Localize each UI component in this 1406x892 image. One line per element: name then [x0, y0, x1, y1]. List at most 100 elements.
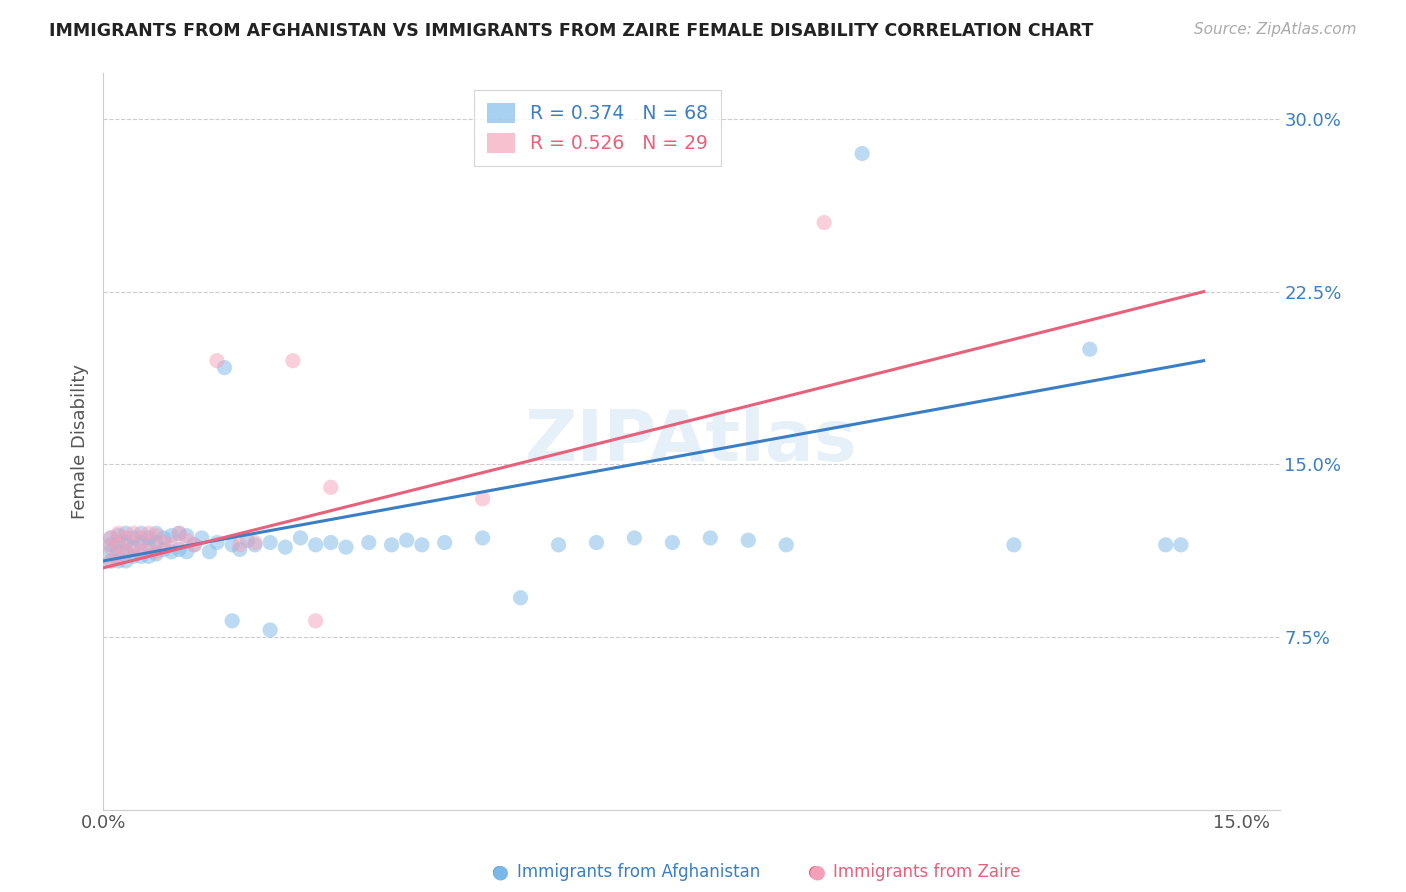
- Point: [107, 528, 129, 542]
- Point: [160, 528, 183, 542]
- Point: [100, 540, 122, 554]
- Point: [411, 538, 433, 552]
- Point: [107, 538, 129, 552]
- Point: [319, 535, 342, 549]
- Point: [107, 545, 129, 559]
- Point: [813, 216, 835, 230]
- Point: [243, 538, 266, 552]
- Point: [122, 542, 145, 557]
- Point: [547, 538, 569, 552]
- Point: [115, 526, 138, 541]
- Point: [281, 353, 304, 368]
- Text: ZIPAtlas: ZIPAtlas: [524, 407, 858, 475]
- Point: [153, 535, 176, 549]
- Point: [100, 554, 122, 568]
- Point: [433, 535, 456, 549]
- Point: [100, 554, 122, 568]
- Point: [623, 531, 645, 545]
- Point: [145, 528, 167, 542]
- Point: [1154, 538, 1177, 552]
- Point: [107, 526, 129, 541]
- Point: [107, 554, 129, 568]
- Point: [115, 554, 138, 568]
- Point: [129, 531, 152, 545]
- Point: [115, 545, 138, 559]
- Point: [259, 535, 281, 549]
- Point: [160, 545, 183, 559]
- Text: ●: ●: [808, 863, 825, 882]
- Point: [129, 545, 152, 559]
- Point: [129, 526, 152, 541]
- Point: [100, 545, 122, 559]
- Point: [198, 545, 221, 559]
- Point: [304, 614, 326, 628]
- Point: [229, 542, 252, 557]
- Point: [115, 535, 138, 549]
- Point: [122, 531, 145, 545]
- Point: [380, 538, 402, 552]
- Point: [145, 526, 167, 541]
- Point: [221, 538, 243, 552]
- Point: [145, 547, 167, 561]
- Point: [335, 540, 357, 554]
- Point: [205, 353, 228, 368]
- Point: [122, 526, 145, 541]
- Point: [221, 614, 243, 628]
- Point: [471, 531, 494, 545]
- Y-axis label: Female Disability: Female Disability: [72, 364, 89, 519]
- Point: [851, 146, 873, 161]
- Point: [153, 542, 176, 557]
- Point: [1078, 342, 1101, 356]
- Legend: R = 0.374   N = 68, R = 0.526   N = 29: R = 0.374 N = 68, R = 0.526 N = 29: [474, 90, 721, 166]
- Point: [1170, 538, 1192, 552]
- Point: [191, 531, 214, 545]
- Point: [357, 535, 380, 549]
- Point: [129, 535, 152, 549]
- Point: [138, 542, 160, 557]
- Point: [100, 531, 122, 545]
- Point: [167, 542, 190, 557]
- Point: [471, 491, 494, 506]
- Point: [107, 551, 129, 566]
- Point: [236, 533, 259, 548]
- Point: [661, 535, 683, 549]
- Point: [304, 538, 326, 552]
- Point: [775, 538, 797, 552]
- Point: [319, 480, 342, 494]
- Point: [699, 531, 721, 545]
- Point: [107, 535, 129, 549]
- Point: [274, 540, 297, 554]
- Point: [183, 538, 205, 552]
- Point: [145, 545, 167, 559]
- Point: [167, 526, 190, 541]
- Text: ●  Immigrants from Afghanistan: ● Immigrants from Afghanistan: [492, 863, 761, 881]
- Point: [167, 526, 190, 541]
- Point: [1002, 538, 1025, 552]
- Text: IMMIGRANTS FROM AFGHANISTAN VS IMMIGRANTS FROM ZAIRE FEMALE DISABILITY CORRELATI: IMMIGRANTS FROM AFGHANISTAN VS IMMIGRANT…: [49, 22, 1094, 40]
- Point: [122, 549, 145, 564]
- Point: [176, 533, 198, 548]
- Point: [138, 549, 160, 564]
- Point: [145, 535, 167, 549]
- Point: [115, 545, 138, 559]
- Text: ●  Immigrants from Zaire: ● Immigrants from Zaire: [808, 863, 1021, 881]
- Point: [138, 531, 160, 545]
- Point: [100, 531, 122, 545]
- Point: [290, 531, 312, 545]
- Point: [509, 591, 531, 605]
- Point: [129, 549, 152, 564]
- Point: [229, 538, 252, 552]
- Point: [183, 538, 205, 552]
- Point: [259, 623, 281, 637]
- Point: [737, 533, 759, 548]
- Text: ●: ●: [492, 863, 509, 882]
- Point: [138, 526, 160, 541]
- Point: [160, 538, 183, 552]
- Point: [176, 545, 198, 559]
- Point: [115, 531, 138, 545]
- Text: Source: ZipAtlas.com: Source: ZipAtlas.com: [1194, 22, 1357, 37]
- Point: [214, 360, 236, 375]
- Point: [100, 538, 122, 552]
- Point: [205, 535, 228, 549]
- Point: [122, 540, 145, 554]
